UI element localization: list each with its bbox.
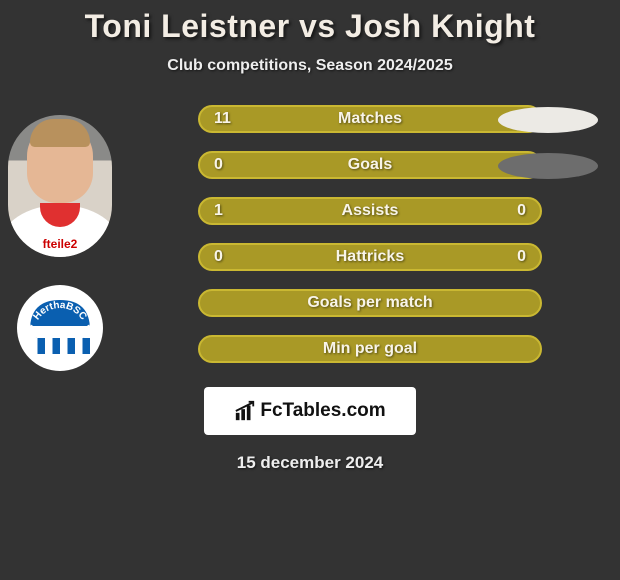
stat-label: Min per goal — [323, 340, 417, 358]
stat-row: Goals00 — [198, 151, 542, 179]
club-logo: HerthaBSC — [17, 285, 103, 371]
stat-row: Hattricks 0 0 — [198, 243, 542, 271]
stat-label: Assists — [342, 202, 399, 220]
stat-row: Assists 1 0 — [198, 197, 542, 225]
stat-left-value: 11 — [214, 110, 231, 128]
brand-badge: FcTables.com — [204, 387, 416, 435]
stat-left-value: 1 — [214, 202, 223, 220]
brand-text: FcTables.com — [260, 400, 385, 422]
player-avatar: fteile2 — [8, 115, 112, 257]
stat-row: Goals per match — [198, 289, 542, 317]
stat-label: Goals — [348, 156, 392, 174]
stat-left-value: 0 — [214, 248, 223, 266]
jersey-sponsor: fteile2 — [43, 237, 78, 251]
infographic-root: Toni Leistner vs Josh Knight Club compet… — [0, 0, 620, 473]
subtitle: Club competitions, Season 2024/2025 — [0, 57, 620, 75]
stat-row: Min per goal — [198, 335, 542, 363]
stat-label: Hattricks — [336, 248, 404, 266]
date-text: 15 december 2024 — [0, 453, 620, 473]
main-content: fteile2 — [0, 105, 620, 381]
stat-label: Matches — [338, 110, 402, 128]
distribution-oval — [498, 153, 598, 179]
distribution-oval — [498, 107, 598, 133]
left-column: fteile2 — [0, 105, 120, 371]
stat-label: Goals per match — [307, 294, 432, 312]
stat-left-value: 0 — [214, 156, 223, 174]
page-title: Toni Leistner vs Josh Knight — [0, 8, 620, 45]
stat-right-value: 0 — [517, 202, 526, 220]
stat-row: Matches118 — [198, 105, 542, 133]
stat-right-value: 0 — [517, 248, 526, 266]
right-ovals — [498, 107, 602, 199]
brand-logo-icon — [234, 400, 256, 422]
